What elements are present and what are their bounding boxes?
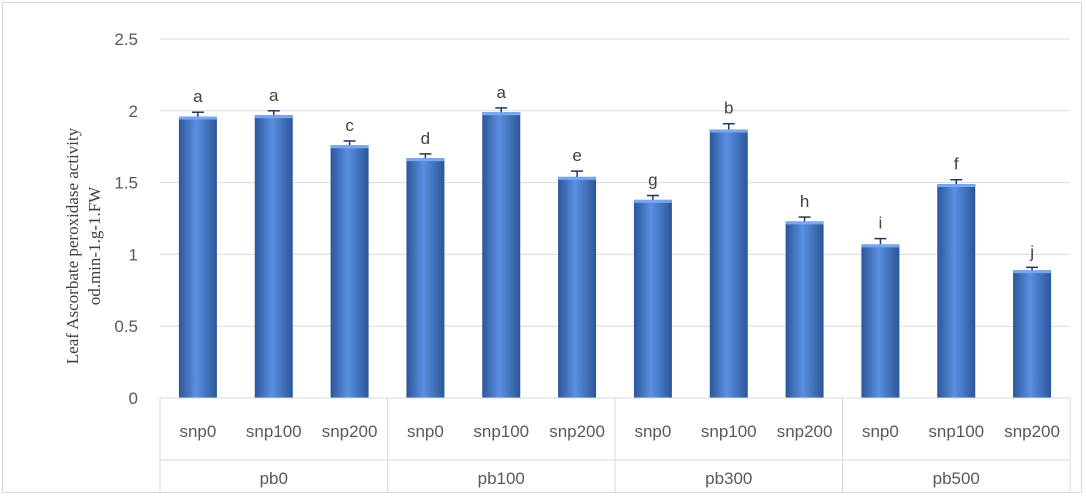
significance-letter: f <box>954 155 959 174</box>
significance-letter: a <box>193 87 203 106</box>
bar-top-bevel <box>178 116 217 120</box>
bar-top-bevel <box>633 199 672 203</box>
bar-top-bevel <box>330 145 369 149</box>
x-category-label: snp200 <box>549 422 605 441</box>
significance-letter: h <box>800 192 809 211</box>
bar <box>709 129 748 398</box>
y-tick-label: 1 <box>129 245 138 264</box>
bar <box>633 199 672 398</box>
x-group-label: pb0 <box>260 469 288 488</box>
x-group-label: pb500 <box>933 469 980 488</box>
y-tick-label: 2 <box>129 102 138 121</box>
x-category-label: snp100 <box>928 422 984 441</box>
significance-letter: b <box>724 99 733 118</box>
y-axis-label-line-2: od.min-1.g-1.FW <box>85 186 104 305</box>
significance-letter: a <box>269 86 279 105</box>
bar-top-bevel <box>558 176 597 180</box>
x-category-label: snp100 <box>246 422 302 441</box>
significance-letter: i <box>879 214 883 233</box>
y-tick-label: 0 <box>129 389 138 408</box>
x-category-label: snp100 <box>473 422 529 441</box>
bar <box>254 115 293 398</box>
x-category-label: snp0 <box>634 422 671 441</box>
bar-top-bevel <box>861 244 900 248</box>
significance-letter: c <box>345 116 354 135</box>
x-category-label: snp200 <box>777 422 833 441</box>
bar <box>937 184 976 398</box>
bar <box>330 145 369 398</box>
bar-top-bevel <box>406 158 445 162</box>
x-group-label: pb300 <box>705 469 752 488</box>
y-axis-label-line-1: Leaf Ascorbate peroxidase activity <box>63 127 82 364</box>
significance-letter: d <box>421 129 430 148</box>
bar-top-bevel <box>482 112 521 116</box>
bar-top-bevel <box>785 221 824 225</box>
y-tick-label: 1.5 <box>114 174 138 193</box>
significance-letter: j <box>1029 242 1034 261</box>
x-group-label: pb100 <box>478 469 525 488</box>
bar <box>558 176 597 398</box>
bar <box>406 158 445 398</box>
bar <box>785 221 824 398</box>
x-category-label: snp0 <box>407 422 444 441</box>
bars: a a c d a e g b h i f j <box>178 83 1052 399</box>
x-axis: snp0 snp100 snp200 pb0 snp0 snp100 snp200 pb100… <box>159 397 1071 493</box>
significance-letter: g <box>648 171 657 190</box>
significance-letter: a <box>497 83 507 102</box>
y-tick-label: 2.5 <box>114 30 138 49</box>
y-tick-labels: 0 0.5 1 1.5 2 2.5 <box>114 30 138 408</box>
x-category-label: snp200 <box>322 422 378 441</box>
x-category-label: snp200 <box>1004 422 1060 441</box>
bar-top-bevel <box>937 184 976 188</box>
x-category-label: snp100 <box>701 422 757 441</box>
x-category-label: snp0 <box>862 422 899 441</box>
bar <box>861 244 900 398</box>
significance-letter: e <box>572 146 581 165</box>
bar-top-bevel <box>1013 270 1052 274</box>
bar-top-bevel <box>709 129 748 133</box>
bar <box>1013 270 1052 398</box>
x-category-label: snp0 <box>179 422 216 441</box>
bar <box>178 116 217 398</box>
bar <box>482 112 521 399</box>
gridlines <box>160 38 1070 399</box>
y-tick-label: 0.5 <box>114 317 138 336</box>
bar-top-bevel <box>254 115 293 119</box>
